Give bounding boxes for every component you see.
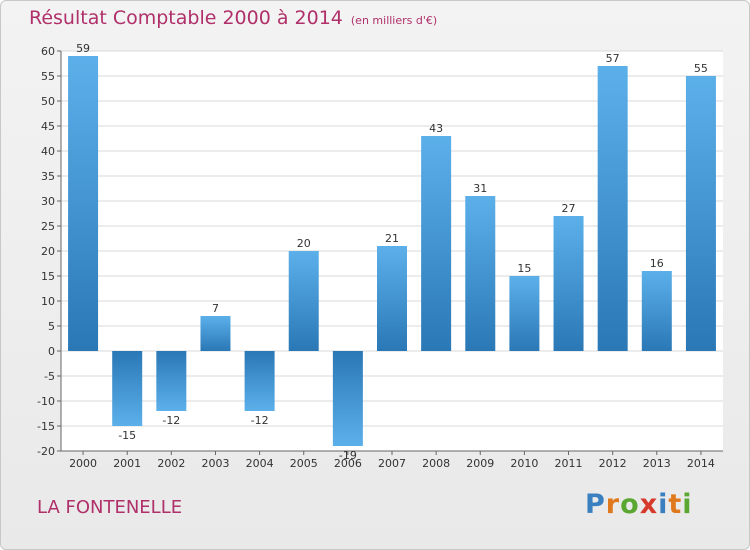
- y-tick-label: 25: [41, 220, 55, 233]
- x-tick-label: 2002: [157, 457, 185, 470]
- y-tick-label: 40: [41, 145, 55, 158]
- x-tick-label: 2009: [466, 457, 494, 470]
- y-tick-label: -20: [37, 445, 55, 458]
- y-tick-label: 45: [41, 120, 55, 133]
- bar-2012: [597, 66, 628, 351]
- data-label: -12: [162, 414, 180, 427]
- x-tick-label: 2007: [378, 457, 406, 470]
- data-label: -12: [251, 414, 269, 427]
- bar-2003: [200, 316, 231, 351]
- bars: [68, 56, 716, 446]
- bar-2009: [465, 196, 496, 351]
- logo-letter: r: [605, 489, 621, 520]
- logo-letter: i: [658, 489, 669, 520]
- bar-2010: [509, 276, 540, 351]
- y-tick-label: 5: [48, 320, 55, 333]
- bar-2002: [156, 351, 187, 411]
- logo-letter: i: [682, 489, 693, 520]
- proxiti-logo[interactable]: Proxiti: [585, 489, 693, 520]
- x-tick-label: 2010: [510, 457, 538, 470]
- x-tick-label: 2005: [290, 457, 318, 470]
- x-tick-label: 2000: [69, 457, 97, 470]
- logo-letter: P: [585, 489, 606, 520]
- labels: 605550454035302520151050-5-10-15-2020005…: [37, 42, 715, 470]
- title-row: Résultat Comptable 2000 à 2014 (en millie…: [29, 7, 437, 29]
- x-tick-label: 2011: [555, 457, 583, 470]
- x-tick-label: 2006: [334, 457, 362, 470]
- y-tick-label: -15: [37, 420, 55, 433]
- bar-2011: [553, 216, 584, 351]
- location-name: LA FONTENELLE: [37, 497, 183, 518]
- bar-2013: [641, 271, 672, 351]
- bar-2007: [377, 246, 407, 351]
- chart-subtitle: (en milliers d'€): [350, 14, 438, 27]
- x-tick-label: 2013: [643, 457, 671, 470]
- x-tick-label: 2012: [599, 457, 627, 470]
- logo-letter: o: [620, 489, 640, 520]
- x-tick-label: 2001: [113, 457, 141, 470]
- axes: [57, 50, 723, 455]
- x-tick-label: 2014: [687, 457, 715, 470]
- bar-2004: [244, 351, 275, 411]
- data-label: 43: [429, 122, 443, 135]
- y-tick-label: 55: [41, 70, 55, 83]
- x-tick-label: 2003: [201, 457, 229, 470]
- y-tick-label: -5: [44, 370, 55, 383]
- data-label: 21: [385, 232, 399, 245]
- chart-title: Résultat Comptable 2000 à 2014: [29, 7, 343, 29]
- data-label: 7: [212, 302, 219, 315]
- y-tick-label: 10: [41, 295, 55, 308]
- data-label: 20: [297, 237, 311, 250]
- y-tick-label: 0: [48, 345, 55, 358]
- bar-2000: [68, 56, 99, 351]
- data-label: -19: [339, 449, 357, 462]
- x-tick-label: 2008: [422, 457, 450, 470]
- data-label: 16: [650, 257, 664, 270]
- bar-2001: [112, 351, 143, 426]
- logo-letter: x: [639, 489, 659, 520]
- y-tick-label: -10: [37, 395, 55, 408]
- y-tick-label: 35: [41, 170, 55, 183]
- bar-2006: [332, 351, 363, 446]
- data-label: 31: [473, 182, 487, 195]
- y-tick-label: 15: [41, 270, 55, 283]
- data-label: 15: [517, 262, 531, 275]
- bar-2014: [685, 76, 716, 351]
- bar-2005: [288, 251, 319, 351]
- y-tick-label: 60: [41, 45, 55, 58]
- y-tick-label: 50: [41, 95, 55, 108]
- logo-letter: t: [668, 489, 683, 520]
- data-label: 57: [606, 52, 620, 65]
- x-tick-label: 2004: [246, 457, 274, 470]
- y-tick-label: 30: [41, 195, 55, 208]
- data-label: -15: [118, 429, 136, 442]
- bar-2008: [421, 136, 452, 351]
- y-tick-label: 20: [41, 245, 55, 258]
- data-label: 59: [76, 42, 90, 55]
- data-label: 55: [694, 62, 708, 75]
- data-label: 27: [562, 202, 576, 215]
